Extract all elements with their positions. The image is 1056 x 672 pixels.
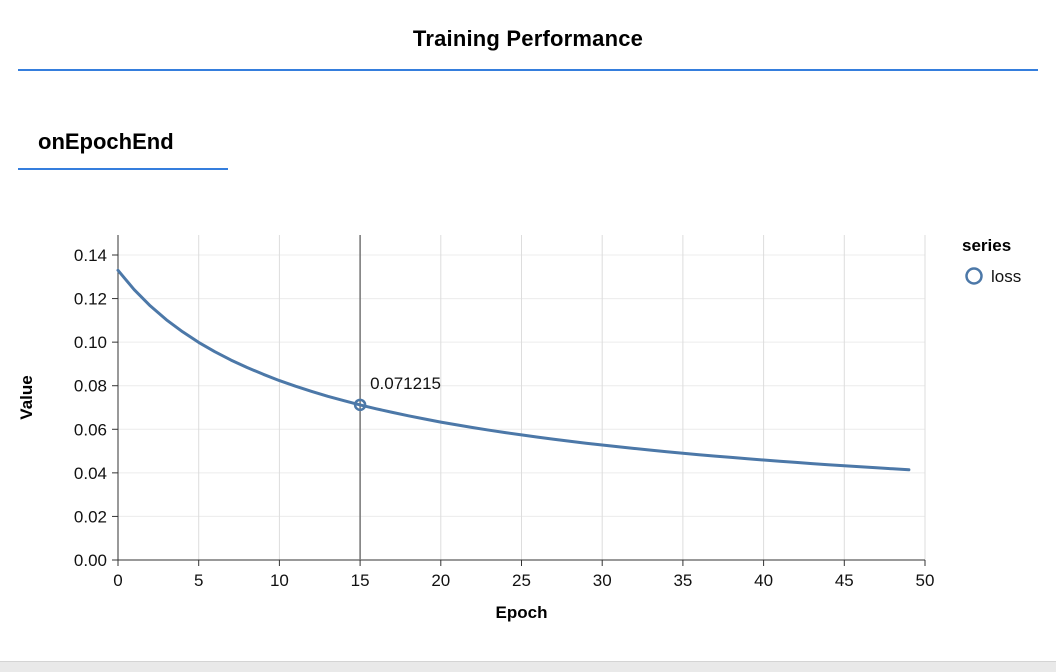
y-axis-title: Value (17, 375, 36, 419)
x-tick-label: 10 (270, 571, 289, 590)
y-tick-label: 0.02 (74, 507, 107, 526)
legend-title: series (962, 236, 1011, 255)
section-title: onEpochEnd (38, 129, 174, 154)
x-tick-label: 30 (593, 571, 612, 590)
x-tick-label: 35 (673, 571, 692, 590)
page-title: Training Performance (412, 26, 644, 51)
y-tick-label: 0.00 (74, 551, 107, 570)
y-tick-label: 0.08 (74, 377, 107, 396)
x-tick-label: 45 (835, 571, 854, 590)
x-tick-label: 5 (194, 571, 203, 590)
y-tick-label: 0.14 (74, 246, 107, 265)
x-tick-label: 20 (431, 571, 450, 590)
x-tick-label: 25 (512, 571, 531, 590)
hover-point[interactable] (353, 398, 367, 412)
tooltip-value: 0.071215 (370, 374, 441, 393)
loss-line[interactable] (116, 268, 911, 472)
training-chart[interactable]: 0 5 10 15 20 25 30 35 40 45 50 0.00 0.02 0.04 0.06 0.08… (0, 215, 1056, 640)
x-tick-label: 15 (351, 571, 370, 590)
page-header: Training Performance (0, 0, 1056, 71)
legend-item-loss: loss (991, 267, 1021, 286)
x-tick-label: 0 (113, 571, 122, 590)
chart-container: 0 5 10 15 20 25 30 35 40 45 50 0.00 0.02 0.04 0.06 0.08… (0, 215, 1056, 640)
title-divider (18, 69, 1038, 71)
bottom-strip (0, 661, 1056, 672)
section-heading: onEpochEnd (18, 129, 228, 170)
y-tick-label: 0.06 (74, 420, 107, 439)
y-tick-label: 0.12 (74, 290, 107, 309)
x-tick-label: 40 (754, 571, 773, 590)
y-tick-label: 0.10 (74, 333, 107, 352)
legend-loss-icon (965, 267, 983, 285)
y-tick-label: 0.04 (74, 464, 107, 483)
x-tick-label: 50 (916, 571, 935, 590)
x-axis-title: Epoch (496, 603, 548, 622)
